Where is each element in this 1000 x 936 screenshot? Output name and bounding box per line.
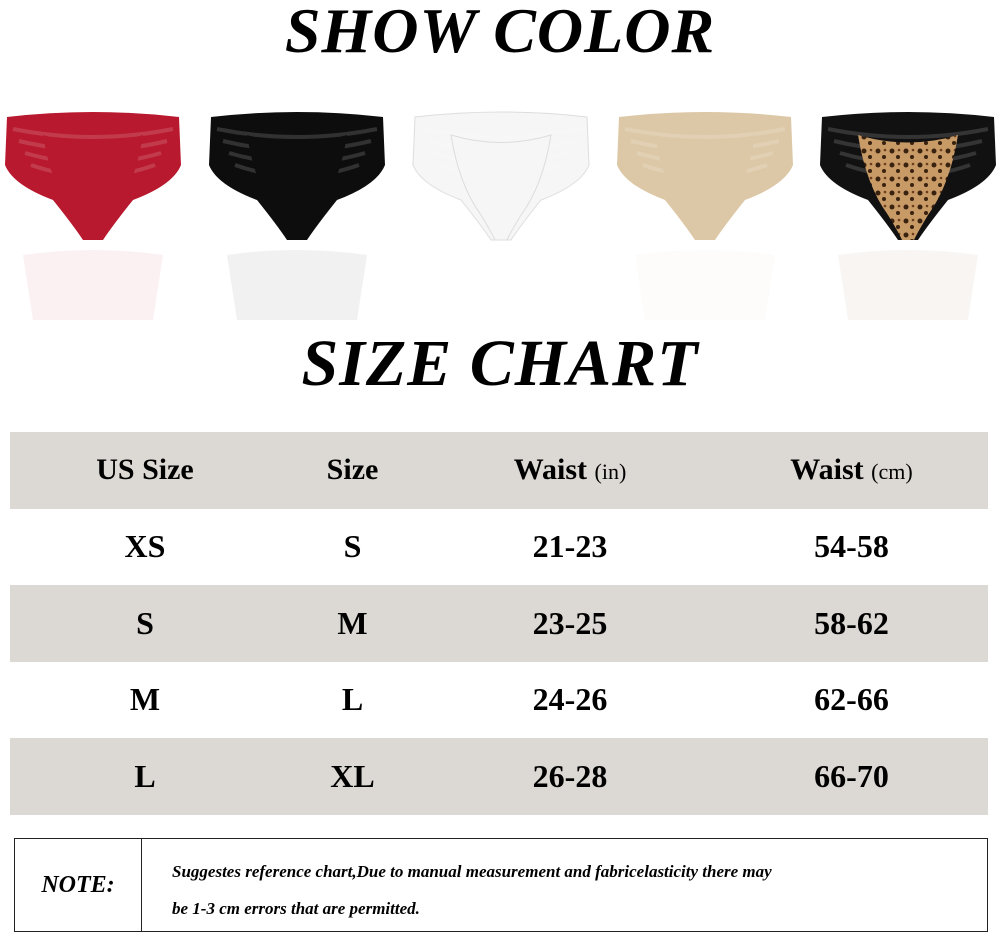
color-variants — [0, 105, 1000, 325]
table-row: S M 23-25 58-62 — [10, 585, 988, 662]
table-row: L XL 26-28 66-70 — [10, 738, 988, 815]
product-white — [412, 111, 590, 320]
size-chart-table: US Size Size Waist (in) Waist (cm) XS S 21… — [10, 432, 988, 815]
product-black — [209, 112, 385, 320]
note-text: Suggestes reference chart,Due to manual … — [172, 862, 772, 918]
show-color-heading: SHOW COLOR — [284, 0, 716, 66]
table-header-row: US Size Size Waist (in) Waist (cm) — [10, 432, 988, 509]
size-chart-heading: SIZE CHART — [301, 327, 699, 400]
table-row: M L 24-26 62-66 — [129, 681, 889, 718]
note-label: NOTE: — [15, 839, 142, 931]
note-box: NOTE: Suggestes reference chart,Due to m… — [14, 838, 988, 932]
header-us-size: US Size — [96, 453, 194, 487]
header-waist-in: Waist (in) — [513, 453, 627, 487]
product-leopard — [820, 112, 996, 320]
product-red — [5, 112, 181, 320]
product-nude — [617, 112, 793, 320]
table-row: XS S 21-23 54-58 — [124, 528, 889, 565]
header-waist-cm: Waist (cm) — [790, 453, 913, 487]
header-size: Size — [326, 453, 379, 487]
